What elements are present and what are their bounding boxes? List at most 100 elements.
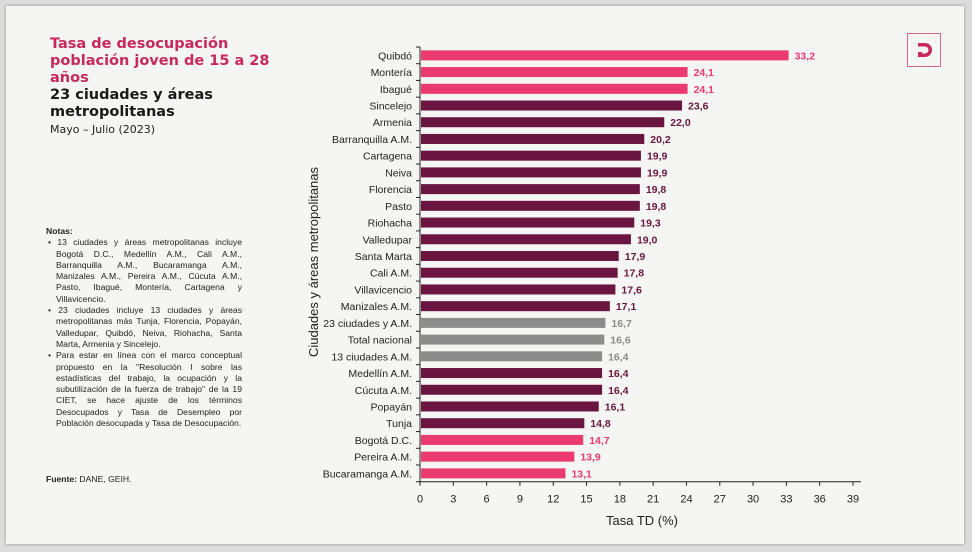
data-label: 13,9 <box>580 452 601 464</box>
bar <box>421 234 631 245</box>
data-label: 19,9 <box>647 167 668 179</box>
category-label: Manizales A.M. <box>341 301 412 313</box>
bar <box>421 284 616 295</box>
category-label: Medellín A.M. <box>348 368 412 380</box>
bar <box>421 384 603 395</box>
category-label: Santa Marta <box>355 251 412 263</box>
dane-logo <box>907 33 941 67</box>
category-label: 23 ciudades y A.M. <box>323 318 412 330</box>
category-label: Valledupar <box>363 234 413 246</box>
source-label: Fuente: <box>46 474 78 484</box>
x-axis-label: Tasa TD (%) <box>606 513 678 528</box>
category-label: Ibagué <box>380 84 412 96</box>
data-label: 14,8 <box>590 418 611 430</box>
category-label: Villavicencio <box>354 284 412 296</box>
x-tick-label: 21 <box>647 494 659 506</box>
category-label: Riohacha <box>368 218 413 230</box>
bar <box>421 117 665 128</box>
category-label: Bogotá D.C. <box>355 435 412 447</box>
category-label: Total nacional <box>348 335 412 347</box>
category-label: Popayán <box>371 401 413 413</box>
bar <box>421 100 683 111</box>
notes-heading: Notas: <box>46 226 73 236</box>
category-label: Quibdó <box>378 50 412 62</box>
bar <box>421 418 585 429</box>
x-tick-label: 18 <box>614 494 626 506</box>
source: Fuente: DANE, GEIH. <box>46 474 131 484</box>
data-label: 17,6 <box>621 284 642 296</box>
data-label: 19,0 <box>637 234 658 246</box>
bar <box>421 167 641 178</box>
category-label: Montería <box>371 67 413 79</box>
note-item: 13 ciudades y áreas metropolitanas inclu… <box>46 237 242 305</box>
data-label: 16,4 <box>608 351 629 363</box>
data-label: 17,9 <box>625 251 646 263</box>
bar <box>421 251 619 261</box>
bar <box>421 133 645 144</box>
x-tick-label: 15 <box>580 494 592 506</box>
category-label: Barranquilla A.M. <box>332 134 412 146</box>
bar <box>421 317 606 328</box>
data-label: 24,1 <box>694 84 715 96</box>
title-block: Tasa de desocupación población joven de … <box>50 36 290 136</box>
data-label: 23,6 <box>688 101 709 113</box>
data-label: 22,0 <box>670 117 691 129</box>
data-label: 16,4 <box>608 368 629 380</box>
x-tick-label: 33 <box>780 494 792 506</box>
data-label: 17,8 <box>624 268 645 280</box>
bar <box>421 468 566 479</box>
note-item: 23 ciudades incluye 13 ciudades y áreas … <box>46 305 242 350</box>
bar <box>421 334 605 345</box>
period: Mayo – Julio (2023) <box>50 123 156 136</box>
category-label: Cali A.M. <box>370 268 412 280</box>
category-label: Cartagena <box>363 151 412 163</box>
bar <box>421 50 789 61</box>
category-label: Cúcuta A.M. <box>355 385 412 397</box>
data-label: 19,8 <box>646 201 667 213</box>
data-label: 13,1 <box>571 468 592 480</box>
category-label: Florencia <box>369 184 412 196</box>
data-label: 24,1 <box>694 67 715 79</box>
data-label: 20,2 <box>650 134 671 146</box>
data-label: 16,6 <box>610 335 631 347</box>
source-text: DANE, GEIH. <box>79 474 132 484</box>
bar <box>421 368 603 379</box>
chart-subtitle: 23 ciudades y áreas metropolitanas <box>50 87 213 120</box>
data-label: 19,9 <box>647 151 668 163</box>
x-tick-label: 9 <box>517 494 523 506</box>
chart-title: Tasa de desocupación población joven de … <box>50 36 270 86</box>
data-label: 17,1 <box>616 301 637 313</box>
bar <box>421 83 688 94</box>
x-tick-label: 0 <box>417 494 423 506</box>
x-tick-label: 30 <box>747 494 759 506</box>
data-label: 16,4 <box>608 385 629 397</box>
x-tick-label: 27 <box>714 494 726 506</box>
x-tick-label: 36 <box>814 494 826 506</box>
data-label: 19,3 <box>640 218 661 230</box>
bar <box>421 301 610 312</box>
bar <box>421 401 599 412</box>
x-tick-label: 3 <box>450 494 456 506</box>
bar <box>421 67 688 78</box>
bar <box>421 267 618 278</box>
category-label: Sincelejo <box>369 101 412 113</box>
data-label: 16,7 <box>611 318 632 330</box>
bar <box>421 434 584 445</box>
bar <box>421 150 641 161</box>
bar <box>421 184 640 195</box>
category-label: Bucaramanga A.M. <box>323 468 412 480</box>
data-label: 16,1 <box>605 401 626 413</box>
category-label: Armenia <box>373 117 412 129</box>
logo-d-icon <box>918 43 932 57</box>
category-label: Neiva <box>385 167 412 179</box>
y-axis-label: Ciudades y áreas metropolitanas <box>306 166 321 357</box>
category-label: Pereira A.M. <box>354 452 412 464</box>
data-label: 19,8 <box>646 184 667 196</box>
data-label: 33,2 <box>795 50 816 62</box>
notes: Notas: 13 ciudades y áreas metropolitana… <box>46 226 242 429</box>
data-label: 14,7 <box>589 435 610 447</box>
x-tick-label: 39 <box>847 494 859 506</box>
x-tick-label: 6 <box>484 494 490 506</box>
x-tick-label: 24 <box>680 494 692 506</box>
